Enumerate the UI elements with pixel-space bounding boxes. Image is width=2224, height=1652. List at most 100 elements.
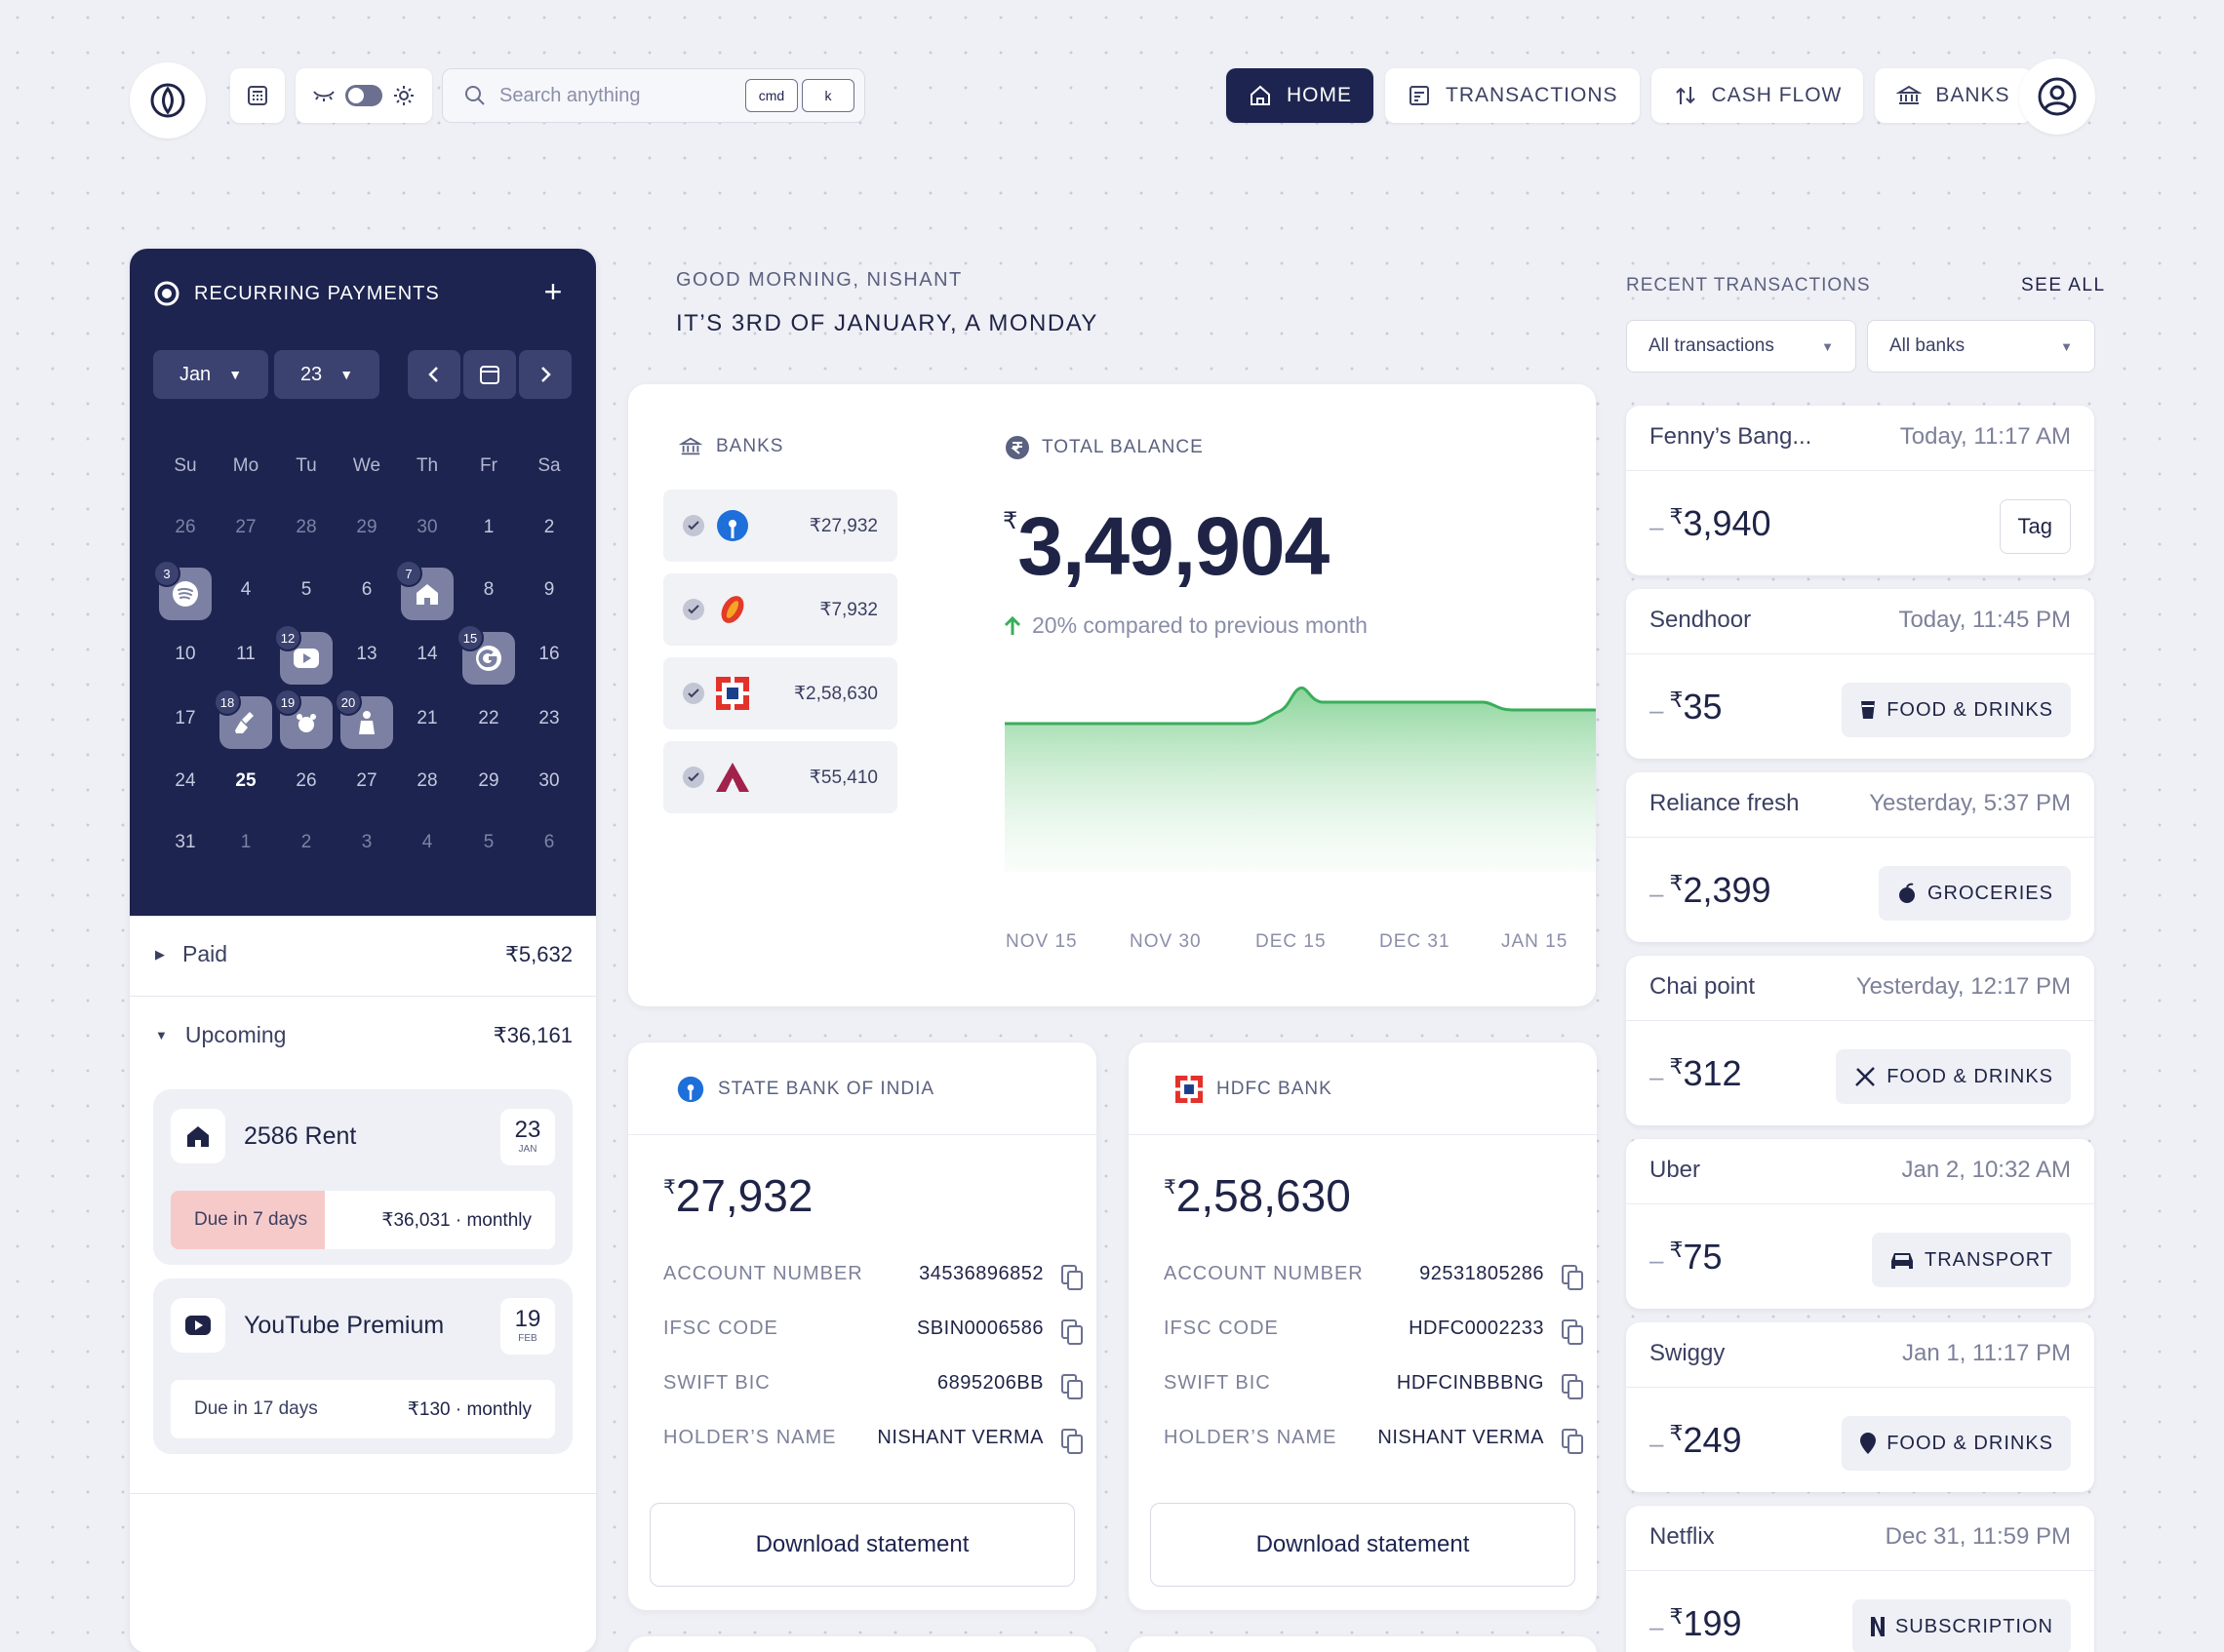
calendar-day[interactable]: 27 — [235, 517, 257, 537]
category-tag[interactable]: TRANSPORT — [1872, 1233, 2071, 1287]
copy-icon[interactable] — [1061, 1318, 1083, 1345]
calendar-event[interactable]: 18 — [214, 688, 272, 749]
app-logo[interactable] — [130, 62, 206, 138]
calendar-day[interactable]: 30 — [417, 517, 438, 537]
download-statement-button[interactable]: Download statement — [1150, 1503, 1575, 1587]
download-statement-button[interactable]: Download statement — [650, 1503, 1075, 1587]
calendar-day[interactable]: 9 — [543, 579, 555, 600]
bank-chip-icici[interactable]: ₹7,932 — [663, 573, 897, 646]
calendar-day[interactable]: 25 — [235, 770, 257, 791]
logo-icon — [150, 83, 185, 118]
transaction-card[interactable]: Reliance fresh Yesterday, 5:37 PM – ₹2,399 G… — [1626, 772, 2094, 942]
upcoming-row[interactable]: ▼ Upcoming ₹36,161 — [155, 1022, 573, 1047]
nav-banks[interactable]: BANKS — [1875, 68, 2032, 123]
transaction-card[interactable]: Netflix Dec 31, 11:59 PM – ₹199 SUBSCRIPTION — [1626, 1506, 2094, 1652]
theme-toggle[interactable] — [296, 68, 432, 123]
check-icon — [683, 683, 704, 704]
upcoming-item[interactable]: 2586 Rent 23 JAN Due in 7 days ₹36,031 ·… — [153, 1089, 573, 1265]
profile-button[interactable] — [2019, 59, 2095, 135]
category-tag[interactable]: FOOD & DRINKS — [1842, 1416, 2071, 1471]
calendar-day[interactable]: 11 — [236, 644, 256, 664]
calendar-day[interactable]: 28 — [417, 770, 438, 791]
bank-card-title: STATE BANK OF INDIA — [677, 1076, 934, 1103]
calendar-event[interactable]: 12 — [274, 624, 333, 685]
calendar-day[interactable]: 29 — [356, 517, 377, 537]
category-tag[interactable]: Tag — [1999, 499, 2071, 554]
transaction-card[interactable]: Uber Jan 2, 10:32 AM – ₹75 TRANSPORT — [1626, 1139, 2094, 1309]
calendar-day[interactable]: 4 — [240, 579, 252, 600]
calendar-day[interactable]: 14 — [417, 644, 438, 664]
calendar-day[interactable]: 26 — [296, 770, 317, 791]
calendar-day[interactable]: 26 — [175, 517, 196, 537]
calendar-day[interactable]: 5 — [300, 579, 312, 600]
category-tag[interactable]: FOOD & DRINKS — [1836, 1049, 2071, 1104]
bank-chip-hdfc[interactable]: ₹2,58,630 — [663, 657, 897, 729]
calendar-day[interactable]: 31 — [175, 832, 196, 852]
calendar-day[interactable]: 2 — [300, 832, 312, 852]
transaction-card[interactable]: Chai point Yesterday, 12:17 PM – ₹312 FOOD &… — [1626, 956, 2094, 1125]
bank-chip-axis[interactable]: ₹55,410 — [663, 741, 897, 813]
month-select[interactable]: Jan ▼ — [153, 350, 268, 399]
calendar-day[interactable]: 22 — [478, 708, 499, 728]
copy-icon[interactable] — [1562, 1318, 1583, 1345]
calendar-today-button[interactable] — [463, 350, 516, 399]
calendar-day[interactable]: 21 — [417, 708, 438, 728]
calculator-button[interactable] — [230, 68, 285, 123]
bank-filter[interactable]: All banks ▼ — [1867, 320, 2095, 373]
copy-icon[interactable] — [1061, 1373, 1083, 1399]
calendar-day[interactable]: 1 — [483, 517, 495, 537]
calendar-event[interactable]: 15 — [457, 624, 515, 685]
next-month-button[interactable] — [519, 350, 572, 399]
calendar-day[interactable]: 30 — [538, 770, 560, 791]
calendar-day[interactable]: 1 — [240, 832, 252, 852]
toggle-switch[interactable] — [345, 85, 382, 106]
paid-row[interactable]: ▶ Paid ₹5,632 — [155, 941, 573, 966]
calendar-day[interactable]: 23 — [538, 708, 560, 728]
prev-month-button[interactable] — [408, 350, 460, 399]
calendar-day[interactable]: 16 — [538, 644, 560, 664]
x-axis-label: NOV 15 — [1006, 931, 1078, 952]
see-all-link[interactable]: SEE ALL — [2021, 275, 2106, 295]
calendar-day[interactable]: 24 — [175, 770, 196, 791]
copy-icon[interactable] — [1562, 1373, 1583, 1399]
year-select[interactable]: 23 ▼ — [274, 350, 379, 399]
nav-transactions[interactable]: TRANSACTIONS — [1385, 68, 1640, 123]
copy-icon[interactable] — [1061, 1264, 1083, 1290]
category-tag[interactable]: FOOD & DRINKS — [1842, 683, 2071, 737]
event-day-badge: 3 — [153, 560, 180, 587]
calendar-day[interactable]: 4 — [421, 832, 433, 852]
calendar-day[interactable]: 13 — [356, 644, 377, 664]
nav-home[interactable]: HOME — [1226, 68, 1373, 123]
transaction-card[interactable]: Swiggy Jan 1, 11:17 PM – ₹249 FOOD & DRINKS — [1626, 1322, 2094, 1492]
calendar-day[interactable]: 2 — [543, 517, 555, 537]
calendar-event[interactable]: 3 — [153, 560, 212, 620]
search-bar[interactable]: Search anything cmd k — [442, 68, 865, 123]
calendar-day[interactable]: 6 — [361, 579, 373, 600]
calendar-event[interactable]: 20 — [335, 688, 393, 749]
transaction-card[interactable]: Sendhoor Today, 11:45 PM – ₹35 FOOD & DRINKS — [1626, 589, 2094, 759]
calendar-day[interactable]: 17 — [175, 708, 196, 728]
calendar-day[interactable]: 10 — [175, 644, 196, 664]
calendar-day[interactable]: 6 — [543, 832, 555, 852]
calendar-day[interactable]: 8 — [483, 579, 495, 600]
calendar-day[interactable]: 5 — [483, 832, 495, 852]
copy-icon[interactable] — [1562, 1428, 1583, 1454]
calendar-day[interactable]: 3 — [361, 832, 373, 852]
calendar-day[interactable]: 29 — [478, 770, 499, 791]
copy-icon[interactable] — [1061, 1428, 1083, 1454]
add-recurring-button[interactable]: + — [543, 273, 563, 309]
upcoming-item[interactable]: YouTube Premium 19 FEB Due in 17 days ₹1… — [153, 1278, 573, 1454]
copy-icon[interactable] — [1562, 1264, 1583, 1290]
category-tag[interactable]: SUBSCRIPTION — [1851, 1599, 2071, 1652]
bank-chip-sbi[interactable]: ₹27,932 — [663, 490, 897, 562]
search-input[interactable]: Search anything — [499, 84, 641, 106]
calendar-event[interactable]: 7 — [395, 560, 454, 620]
calendar-day[interactable]: 27 — [356, 770, 377, 791]
kbd-cmd: cmd — [745, 79, 798, 112]
transaction-card[interactable]: Fenny’s Bang... Today, 11:17 AM – ₹3,940 Tag — [1626, 406, 2094, 575]
category-tag[interactable]: GROCERIES — [1878, 866, 2071, 921]
calendar-event[interactable]: 19 — [274, 688, 333, 749]
nav-cash-flow[interactable]: CASH FLOW — [1650, 68, 1864, 123]
transaction-type-filter[interactable]: All transactions ▼ — [1626, 320, 1856, 373]
calendar-day[interactable]: 28 — [296, 517, 317, 537]
